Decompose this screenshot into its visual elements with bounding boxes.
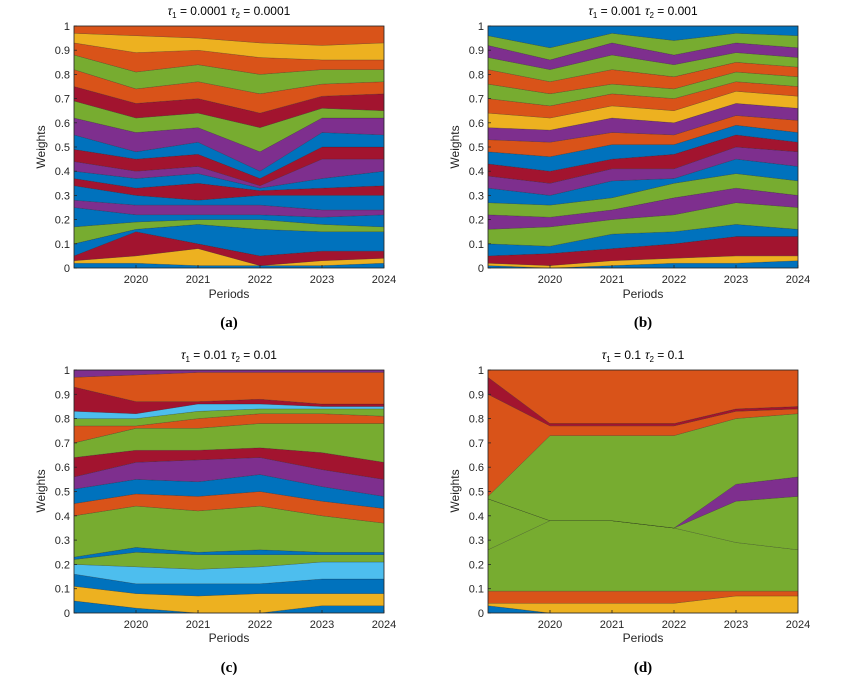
y-tick-label: 0.6 [469, 118, 484, 130]
x-tick-label: 2024 [786, 619, 810, 631]
y-tick-label: 0.6 [55, 462, 70, 474]
y-tick-label: 1 [64, 365, 70, 377]
panel-d-xlabel: Periods [623, 631, 664, 645]
y-tick-label: 0 [64, 608, 70, 620]
panel-d-y-ticks: 0 0.1 0.2 0.3 0.4 0.5 0.6 0.7 0.8 0.9 1 [469, 365, 491, 620]
panel-c-title: τ1 = 0.01 τ2 = 0.01 [181, 348, 277, 364]
panel-b-y-ticks: 0 0.1 0.2 0.3 0.4 0.5 0.6 0.7 0.8 0.9 1 [469, 21, 491, 275]
x-tick-label: 2022 [248, 274, 272, 286]
panel-c-y-ticks: 0 0.1 0.2 0.3 0.4 0.5 0.6 0.7 0.8 0.9 1 [55, 365, 77, 620]
x-tick-label: 2022 [248, 619, 272, 631]
y-tick-label: 0 [64, 263, 70, 275]
y-tick-label: 0.8 [469, 414, 484, 426]
panel-b-xlabel: Periods [623, 287, 664, 301]
y-tick-label: 0.4 [469, 511, 484, 523]
panel-c-ylabel: Weights [34, 469, 48, 512]
y-tick-label: 0.3 [55, 190, 70, 202]
y-tick-label: 0.6 [469, 462, 484, 474]
x-tick-label: 2023 [724, 619, 748, 631]
panel-b-caption: (b) [634, 315, 652, 331]
panel-d: 00.10.20.30.40.50.60.70.80.91 2020 2021 20… [448, 348, 810, 676]
y-tick-label: 0.2 [469, 559, 484, 571]
y-tick-label: 1 [478, 365, 484, 377]
y-tick-label: 0.8 [469, 69, 484, 81]
x-tick-label: 2024 [372, 619, 396, 631]
x-tick-label: 2021 [600, 274, 624, 286]
x-tick-label: 2020 [124, 619, 148, 631]
panel-a-caption: (a) [220, 315, 238, 331]
y-tick-label: 0.5 [469, 142, 484, 154]
panel-a-bands [73, 25, 385, 269]
y-tick-label: 0.5 [55, 142, 70, 154]
panel-c-x-ticks: 2020 2021 2022 2023 2024 [124, 610, 396, 631]
y-tick-label: 0.7 [55, 438, 70, 450]
x-tick-label: 2021 [186, 274, 210, 286]
y-tick-label: 1 [64, 21, 70, 33]
x-tick-label: 2020 [124, 274, 148, 286]
x-tick-label: 2022 [662, 619, 686, 631]
panel-c-xlabel: Periods [209, 631, 250, 645]
y-tick-label: 0.7 [469, 94, 484, 106]
y-tick-label: 0.1 [55, 239, 70, 251]
y-tick-label: 0.5 [469, 487, 484, 499]
panel-b: 00.10.20.30.40.50.60.70.80.91 2020 2021 20… [448, 4, 810, 331]
x-tick-label: 2024 [372, 274, 396, 286]
panel-b-bands [487, 25, 799, 269]
panel-a-ylabel: Weights [34, 125, 48, 168]
x-tick-label: 2023 [310, 274, 334, 286]
panel-a-y-ticks: 0 0.1 0.2 0.3 0.4 0.5 0.6 0.7 0.8 0.9 1 [55, 21, 77, 275]
y-tick-label: 0.2 [55, 559, 70, 571]
y-tick-label: 0 [478, 608, 484, 620]
x-tick-label: 2024 [786, 274, 810, 286]
panel-b-title: τ1 = 0.001 τ2 = 0.001 [588, 4, 698, 20]
panel-a-xlabel: Periods [209, 287, 250, 301]
panel-c-caption: (c) [221, 660, 238, 676]
y-tick-label: 0.9 [55, 389, 70, 401]
y-tick-label: 0.2 [55, 215, 70, 227]
panel-b-x-ticks: 2020 2021 2022 2023 2024 [538, 265, 810, 286]
y-tick-label: 0.1 [469, 584, 484, 596]
x-tick-label: 2021 [186, 619, 210, 631]
y-tick-label: 0.5 [55, 487, 70, 499]
y-tick-label: 0 [478, 263, 484, 275]
x-tick-label: 2022 [662, 274, 686, 286]
panel-c: 00.10.20.30.40.50.60.70.80.91 2020 2021 20… [34, 348, 396, 676]
y-tick-label: 0.1 [469, 239, 484, 251]
y-tick-label: 0.9 [469, 389, 484, 401]
x-tick-label: 2020 [538, 619, 562, 631]
y-tick-label: 0.8 [55, 69, 70, 81]
y-tick-label: 0.6 [55, 118, 70, 130]
x-tick-label: 2020 [538, 274, 562, 286]
panel-d-ylabel: Weights [448, 469, 462, 512]
y-tick-label: 0.9 [469, 45, 484, 57]
x-tick-label: 2021 [600, 619, 624, 631]
panel-a-x-ticks: 2020 2021 2022 2023 2024 [124, 265, 396, 286]
y-tick-label: 0.9 [55, 45, 70, 57]
y-tick-label: 0.7 [469, 438, 484, 450]
panel-c-bands [73, 369, 385, 614]
x-tick-label: 2023 [724, 274, 748, 286]
panel-a: 00.10.20.30.40.50.60.70.80.91 2020 2021 20… [34, 4, 396, 331]
panel-d-x-ticks: 2020 2021 2022 2023 2024 [538, 610, 810, 631]
y-tick-label: 0.3 [469, 190, 484, 202]
y-tick-label: 0.4 [55, 511, 70, 523]
y-tick-label: 0.8 [55, 414, 70, 426]
panel-b-ylabel: Weights [448, 125, 462, 168]
y-tick-label: 0.2 [469, 215, 484, 227]
panel-d-bands [487, 369, 799, 614]
y-tick-label: 0.4 [469, 166, 484, 178]
y-tick-label: 0.1 [55, 584, 70, 596]
y-tick-label: 0.4 [55, 166, 70, 178]
panel-a-title: τ1 = 0.0001 τ2 = 0.0001 [168, 4, 291, 20]
y-tick-label: 0.3 [55, 535, 70, 547]
y-tick-label: 1 [478, 21, 484, 33]
x-tick-label: 2023 [310, 619, 334, 631]
panel-d-caption: (d) [634, 660, 652, 676]
y-tick-label: 0.3 [469, 535, 484, 547]
panel-d-title: τ1 = 0.1 τ2 = 0.1 [602, 348, 685, 364]
y-tick-label: 0.7 [55, 94, 70, 106]
